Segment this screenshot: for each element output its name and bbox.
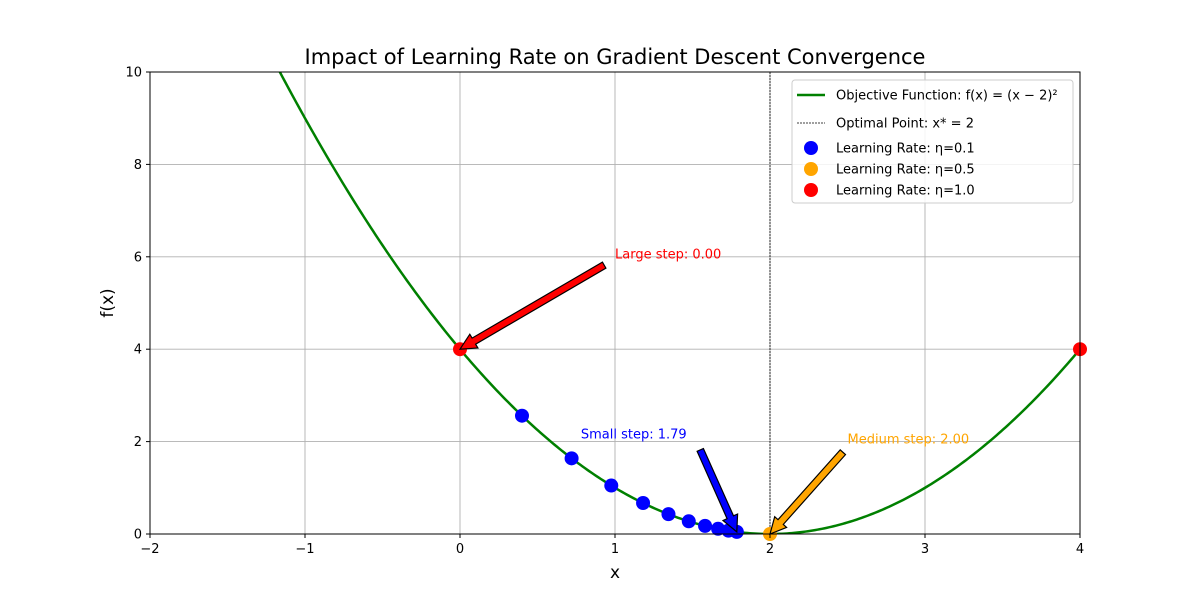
legend-swatch-series: [804, 141, 818, 155]
data-point: [711, 521, 726, 536]
legend-label-series: Learning Rate: η=0.1: [836, 142, 975, 157]
x-axis-ticks: −2 −1 0 1 2 3 4: [140, 534, 1084, 557]
data-point: [515, 408, 529, 423]
data-point: [636, 495, 651, 510]
x-tick-label: 3: [921, 542, 929, 557]
y-axis-label: f(x): [98, 288, 118, 317]
legend-swatch-series: [804, 162, 818, 176]
annotation-label: Large step: 0.00: [615, 247, 721, 262]
legend-box: [791, 79, 1074, 204]
annotation-arrow: [458, 261, 607, 350]
annotations: Small step: 1.79 Medium step: 2.00 Large s…: [458, 247, 970, 536]
data-point: [681, 514, 696, 529]
legend-label-series: Learning Rate: η=0.5: [836, 163, 975, 178]
y-tick-label: 6: [134, 250, 142, 265]
y-tick-label: 4: [134, 343, 142, 358]
x-tick-label: 0: [456, 542, 464, 557]
y-tick-label: 8: [134, 158, 142, 173]
legend-swatch-series: [804, 183, 818, 197]
y-tick-label: 2: [134, 435, 142, 450]
annotation-label: Medium step: 2.00: [848, 432, 970, 447]
chart-title: Impact of Learning Rate on Gradient Desc…: [305, 45, 926, 69]
legend-label-series: Learning Rate: η=1.0: [836, 184, 975, 199]
legend-label-optimal: Optimal Point: x* = 2: [836, 117, 974, 132]
y-tick-label: 0: [134, 528, 142, 543]
legend-label-curve: Objective Function: f(x) = (x − 2)²: [836, 89, 1058, 104]
x-tick-label: −1: [295, 542, 314, 557]
x-tick-label: 1: [611, 542, 619, 557]
x-tick-label: −2: [140, 542, 159, 557]
data-point: [661, 507, 676, 522]
annotation-label: Small step: 1.79: [581, 428, 687, 443]
data-point: [698, 518, 713, 533]
annotation-arrow: [696, 447, 739, 534]
data-point: [564, 451, 579, 466]
annotation-arrow: [769, 449, 847, 536]
x-tick-label: 4: [1076, 542, 1084, 557]
x-axis-label: x: [610, 563, 620, 583]
y-tick-label: 10: [125, 66, 142, 81]
y-axis-ticks: 0 2 4 6 8 10: [125, 66, 150, 543]
data-point: [604, 478, 619, 493]
legend: Objective Function: f(x) = (x − 2)² Optim…: [791, 79, 1074, 204]
x-tick-label: 2: [766, 542, 774, 557]
